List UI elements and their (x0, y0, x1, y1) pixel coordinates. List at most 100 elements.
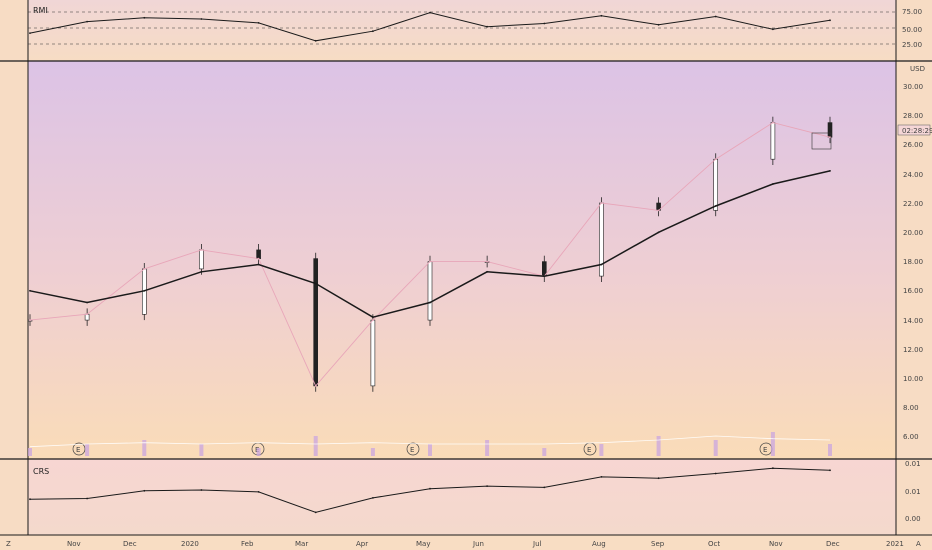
earnings-marker-label: E (763, 446, 767, 454)
corner-right-label[interactable]: A (916, 540, 921, 548)
y-tick: 16.00 (903, 287, 923, 295)
right-axis-area (896, 0, 932, 550)
y-tick: 22.00 (903, 200, 923, 208)
rmi-line-point (143, 16, 146, 19)
rmi-line-point (714, 15, 717, 18)
crs-line-point (29, 498, 31, 501)
volume-bar (599, 444, 604, 456)
y-tick: 14.00 (903, 317, 923, 325)
candle-body (427, 261, 433, 321)
earnings-marker-label: E (410, 446, 414, 454)
x-label-2020: 2020 (181, 540, 199, 548)
candle-body (827, 122, 833, 138)
y-tick: 30.00 (903, 83, 923, 91)
volume-bar (313, 436, 318, 456)
price-moving-average-line-point (657, 231, 660, 234)
volume-bar (485, 440, 490, 456)
price-moving-average-line-point (772, 183, 774, 185)
rmi-line-point (86, 20, 88, 23)
y-tick: 18.00 (903, 258, 923, 266)
x-label-aug: Aug (592, 540, 606, 548)
price-moving-average-line-point (314, 282, 317, 285)
volume-bar (713, 440, 718, 456)
price-fast-average-line-point (772, 121, 774, 124)
rmi-line-point (372, 30, 374, 33)
price-moving-average-line-point (429, 301, 431, 304)
volume-bar (370, 448, 375, 456)
crs-line-point (600, 476, 603, 478)
x-label-nov-2020: Nov (769, 540, 783, 548)
price-moving-average-line-point (486, 270, 488, 273)
crs-title: CRS (33, 467, 49, 476)
price-moving-average-line-point (372, 316, 374, 319)
rmi-line-point (200, 18, 203, 20)
rmi-line-point (772, 28, 774, 31)
candle-body (313, 258, 319, 387)
volume-bar (142, 440, 147, 456)
price-fast-average-line-point (29, 319, 31, 321)
price-y-ticks: 30.00 28.00 26.00 24.00 22.00 20.00 18.0… (903, 83, 923, 441)
earnings-marker[interactable]: E (72, 442, 86, 456)
price-fast-average-line-point (714, 158, 717, 161)
rmi-level-75: 75.00 (902, 8, 922, 16)
crs-tick-low: 0.00 (905, 515, 921, 523)
x-label-dec-2020: Dec (826, 540, 840, 548)
x-label-nov-2019: Nov (67, 540, 81, 548)
crs-line-point (543, 486, 546, 489)
price-moving-average-line-point (829, 170, 831, 172)
candle-body (199, 249, 204, 270)
x-label-may: May (416, 540, 430, 548)
y-tick: 20.00 (903, 229, 923, 237)
plot-layer (27, 11, 896, 514)
left-margin (0, 0, 28, 550)
price-fast-average-line-point (143, 268, 146, 270)
rmi-panel (28, 0, 896, 61)
candle-body (713, 158, 719, 211)
y-tick: 8.00 (903, 404, 919, 412)
earnings-marker-circle (406, 442, 420, 456)
price-panel (28, 61, 896, 459)
rmi-line-point (600, 14, 603, 17)
x-label-jun: Jun (472, 540, 484, 548)
candle-body (770, 122, 776, 160)
crs-line-point (829, 469, 831, 472)
volume-bar (428, 444, 432, 456)
x-label-feb: Feb (241, 540, 254, 548)
y-tick: 12.00 (903, 346, 923, 354)
currency-label: USD (910, 65, 925, 73)
earnings-marker-label: E (587, 446, 591, 454)
corner-left-label[interactable]: Z (6, 540, 11, 548)
rmi-line-point (829, 19, 831, 22)
rmi-line-point (29, 32, 31, 34)
rmi-level-50: 50.00 (902, 26, 922, 34)
price-moving-average-line-point (543, 275, 546, 278)
crs-line-point (429, 487, 431, 490)
rmi-line-point (657, 23, 660, 26)
price-fast-average-line-point (657, 209, 660, 212)
volume-bar (770, 432, 775, 456)
price-fast-average-line-point (429, 260, 431, 263)
crs-tick-mid: 0.01 (905, 488, 921, 496)
crs-line-point (714, 472, 717, 475)
volume-bar (28, 448, 32, 456)
time-axis: Nov Dec 2020 Feb Mar Apr May Jun Jul Aug… (6, 540, 921, 548)
volume-bar (656, 436, 661, 456)
price-moving-average-line-point (257, 263, 260, 266)
candle-body (370, 319, 376, 387)
y-tick: 6.00 (903, 433, 919, 441)
y-tick: 26.00 (903, 141, 923, 149)
countdown-label: 02:28:29 (902, 127, 932, 135)
price-moving-average-line-point (86, 301, 88, 304)
x-label-sep: Sep (651, 540, 665, 548)
volume-bar (256, 448, 261, 456)
price-moving-average-line-point (600, 263, 603, 266)
x-label-dec-2019: Dec (123, 540, 137, 548)
crs-line-point (772, 467, 774, 470)
selection-box[interactable] (811, 132, 832, 150)
price-moving-average-line-point (200, 270, 203, 273)
x-label-oct: Oct (708, 540, 720, 548)
y-tick: 28.00 (903, 112, 923, 120)
earnings-marker[interactable]: E (406, 442, 420, 456)
